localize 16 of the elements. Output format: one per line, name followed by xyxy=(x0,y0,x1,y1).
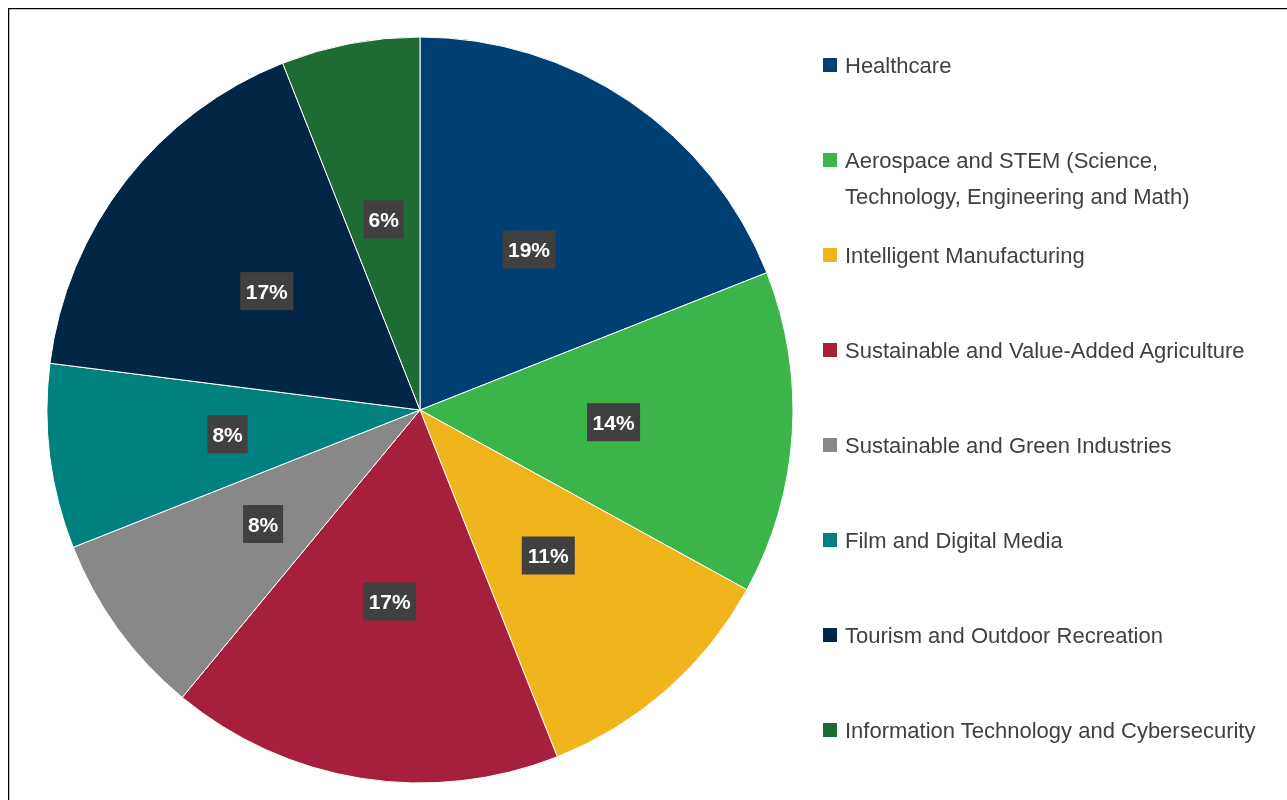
legend-label: Healthcare xyxy=(845,52,952,78)
data-label: 19% xyxy=(508,238,551,262)
data-label: 6% xyxy=(368,207,400,231)
legend-label: Film and Digital Media xyxy=(845,527,1064,553)
data-label: 8% xyxy=(247,512,279,536)
legend-label: Sustainable and Green Industries xyxy=(845,432,1172,458)
data-label: 14% xyxy=(592,410,635,434)
legend-label: Intelligent Manufacturing xyxy=(845,242,1085,268)
data-label: 11% xyxy=(527,543,570,567)
legend-label: Information Technology and Cybersecurity xyxy=(845,717,1256,743)
data-label: 17% xyxy=(368,590,411,614)
legend-label: Tourism and Outdoor Recreation xyxy=(845,622,1163,648)
data-label: 8% xyxy=(212,422,244,446)
legend-label: Sustainable and Value-Added Agriculture xyxy=(845,337,1245,363)
legend-label: Aerospace and STEM (Science, Technology, Engineering and Math) xyxy=(845,147,1190,209)
data-label: 17% xyxy=(245,279,289,303)
